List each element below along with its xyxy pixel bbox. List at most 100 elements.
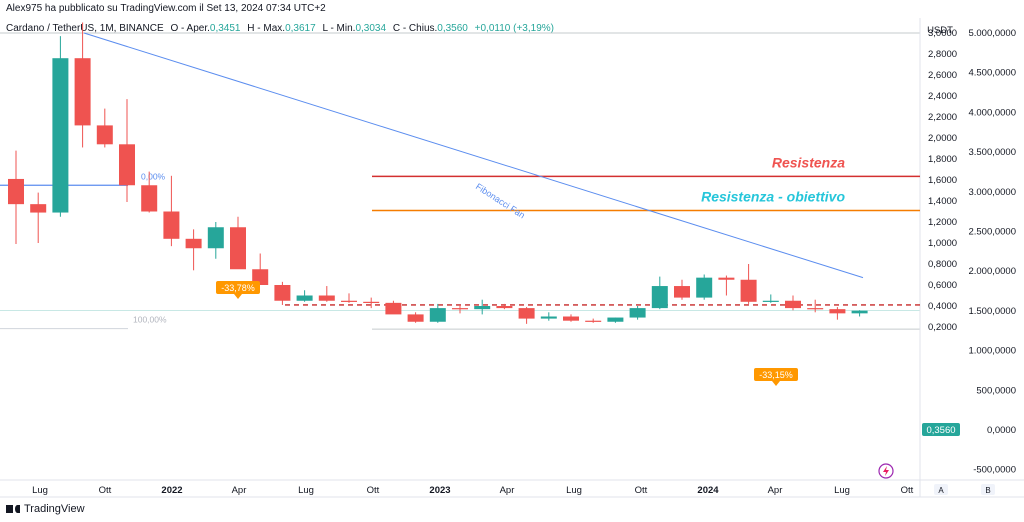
legend-low-value: 0,3034 [355, 23, 387, 34]
fibonacci-fan-line[interactable] [83, 32, 864, 279]
lightning-icon[interactable] [878, 463, 894, 479]
candle-body[interactable] [696, 277, 713, 298]
tradingview-logo-icon [6, 504, 20, 514]
x-tick-label: Apr [768, 485, 783, 496]
y-tick-label: 1,0000 [928, 238, 957, 249]
legend-open-value: 0,3451 [209, 23, 241, 34]
y-tick-label: 0,8000 [928, 259, 957, 270]
x-tick-label: 2024 [697, 485, 719, 496]
x-tick-label: Ott [99, 485, 112, 496]
candle-body[interactable] [518, 308, 535, 319]
y-tick-label: 1,4000 [928, 196, 957, 207]
legend-high-prefix: - Max. [257, 23, 286, 34]
y-tick-label: 3,0000 [928, 28, 957, 39]
current-price-badge: 0,3560 [926, 425, 955, 436]
y2-tick-label: 3.500,0000 [968, 147, 1016, 158]
y2-tick-label: 2.500,0000 [968, 227, 1016, 238]
candle-body[interactable] [141, 185, 158, 212]
candle-body[interactable] [230, 227, 246, 270]
legend-low-label: L [322, 23, 328, 34]
candle-body[interactable] [407, 314, 424, 322]
x-tick-label: Apr [500, 485, 515, 496]
candle-body[interactable] [185, 238, 202, 249]
candle-body[interactable] [341, 300, 357, 302]
candle-body[interactable] [30, 204, 47, 213]
y2-tick-label: 1.000,0000 [968, 346, 1016, 357]
candle-body[interactable] [385, 302, 402, 315]
legend-high-value: 0,3617 [285, 23, 316, 34]
scale-button-b[interactable] [981, 484, 995, 495]
candle-body[interactable] [829, 309, 846, 314]
candle-body[interactable] [52, 58, 69, 213]
legend-open-prefix: - Aper. [181, 23, 210, 34]
candle-body[interactable] [474, 306, 491, 310]
scale-button-a-label: A [938, 486, 944, 495]
x-tick-label: Lug [298, 485, 314, 496]
candle-body[interactable] [74, 58, 91, 126]
candle-body[interactable] [740, 279, 757, 302]
y-tick-label: 0,6000 [928, 280, 957, 291]
y2-tick-label: 2.000,0000 [968, 266, 1016, 277]
candle-body[interactable] [207, 227, 224, 249]
candle-body[interactable] [851, 310, 868, 314]
candle-body[interactable] [96, 125, 113, 145]
scale-button-a[interactable] [934, 484, 948, 495]
y2-tick-label: 4.500,0000 [968, 68, 1016, 79]
candle-body[interactable] [429, 308, 446, 322]
x-tick-label: Ott [901, 485, 914, 496]
candle-body[interactable] [762, 300, 779, 302]
y-tick-label: 2,8000 [928, 49, 957, 60]
candle-body[interactable] [119, 144, 135, 186]
y2-tick-label: 5.000,0000 [968, 28, 1016, 39]
candle-body[interactable] [163, 211, 180, 239]
y-tick-label: 1,8000 [928, 154, 957, 165]
fib-hundred-label: 100,00% [133, 315, 167, 325]
candle-body[interactable] [296, 295, 313, 301]
candle-body[interactable] [674, 286, 690, 298]
x-tick-label: Ott [367, 485, 380, 496]
legend-symbol[interactable]: Cardano / TetherUS, 1M, BINANCE [6, 23, 164, 34]
target-label: Resistenza - obiettivo [701, 188, 845, 204]
legend-high-label: H [247, 23, 255, 34]
legend-close-label: C [392, 23, 401, 34]
drawdown-callout-2022-bg [216, 281, 260, 294]
candle-body[interactable] [274, 285, 291, 301]
x-tick-label: Lug [32, 485, 48, 496]
symbol-legend: Cardano / TetherUS, 1M, BINANCE O - Aper… [6, 23, 558, 34]
candle-body[interactable] [496, 306, 513, 309]
y2-tick-label: 4.000,0000 [968, 107, 1016, 118]
candle-body[interactable] [585, 320, 602, 322]
candle-body[interactable] [318, 295, 335, 301]
x-tick-label: Ott [635, 485, 648, 496]
legend-close-prefix: - Chius. [402, 23, 438, 34]
y2-tick-label: 0,0000 [987, 425, 1016, 436]
candle-body[interactable] [607, 317, 624, 322]
candle-body[interactable] [452, 308, 468, 310]
y-tick-label: 1,6000 [928, 175, 957, 186]
drawdown-callout-2024-bg [754, 368, 798, 381]
candle-body[interactable] [363, 301, 380, 303]
candle-body[interactable] [8, 178, 24, 205]
candle-body[interactable] [563, 316, 579, 321]
candle-body[interactable] [718, 277, 735, 280]
y2-tick-label: -500,0000 [973, 465, 1016, 476]
scale-button-b-label: B [985, 486, 990, 495]
drawdown-callout-2024: -33,15% [759, 370, 793, 380]
currency-label: USDT [927, 25, 953, 36]
candle-body[interactable] [629, 308, 646, 318]
candle-body[interactable] [807, 308, 824, 310]
candle-body[interactable] [651, 286, 668, 309]
publisher-credit: Alex975 ha pubblicato su TradingView.com… [6, 3, 326, 14]
candle-body[interactable] [540, 316, 557, 319]
x-tick-label: Apr [232, 485, 247, 496]
current-price-badge-bg [922, 423, 960, 436]
legend-close-value: 0,3560 [437, 23, 468, 34]
legend-low-prefix: - Min. [330, 23, 356, 34]
x-tick-label: 2022 [161, 485, 182, 496]
y-tick-label: 2,2000 [928, 112, 957, 123]
fibonacci-fan-label: Fibonacci Fan [474, 181, 527, 220]
tradingview-brand[interactable]: TradingView [6, 503, 85, 515]
y-tick-label: 2,0000 [928, 133, 957, 144]
candle-body[interactable] [785, 300, 801, 309]
